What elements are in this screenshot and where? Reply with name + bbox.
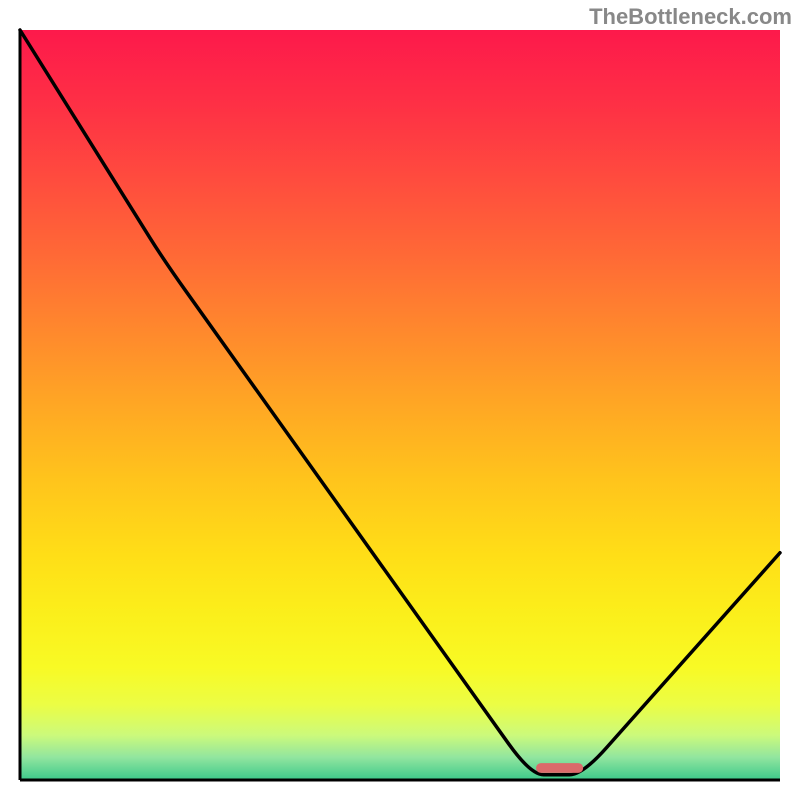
watermark-text: TheBottleneck.com — [589, 4, 792, 30]
chart-svg — [0, 0, 800, 800]
bottleneck-chart: TheBottleneck.com — [0, 0, 800, 800]
optimal-marker — [536, 763, 583, 773]
plot-background — [20, 30, 780, 780]
